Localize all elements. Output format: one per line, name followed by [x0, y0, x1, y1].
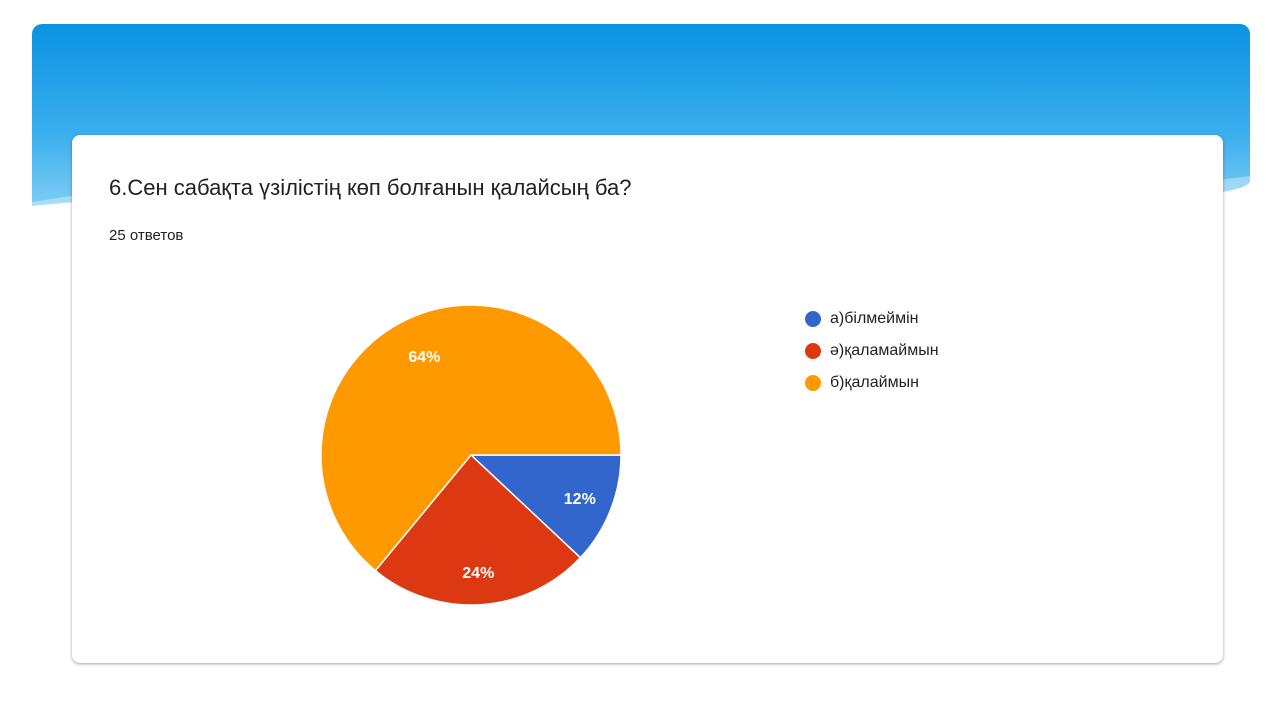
legend-swatch-2 [805, 375, 821, 391]
chart-legend: а)білмеймін ә)қаламаймын б)қалаймын [805, 303, 939, 399]
question-title: 6.Сен сабақта үзілістің көп болғанын қал… [109, 175, 632, 200]
pie-slice-2[interactable] [320, 304, 622, 572]
pie-slice-0[interactable] [469, 454, 622, 559]
legend-swatch-1 [805, 343, 821, 359]
legend-item-0[interactable]: а)білмеймін [805, 303, 939, 335]
pie-data-label-2: 64% [408, 349, 440, 366]
legend-item-1[interactable]: ә)қаламаймын [805, 335, 939, 367]
response-count: 25 ответов [109, 227, 184, 244]
legend-label-1: ә)қаламаймын [830, 342, 939, 359]
response-summary-card: 6.Сен сабақта үзілістің көп болғанын қал… [72, 135, 1223, 663]
legend-swatch-0 [805, 311, 821, 327]
pie-data-label-1: 24% [462, 565, 494, 582]
legend-label-2: б)қалаймын [830, 374, 919, 391]
pie-slice-1[interactable] [374, 453, 582, 606]
legend-label-0: а)білмеймін [830, 310, 919, 327]
legend-item-2[interactable]: б)қалаймын [805, 367, 939, 399]
pie-chart: 12% 24% 64% [320, 304, 622, 606]
pie-data-label-0: 12% [564, 491, 596, 508]
